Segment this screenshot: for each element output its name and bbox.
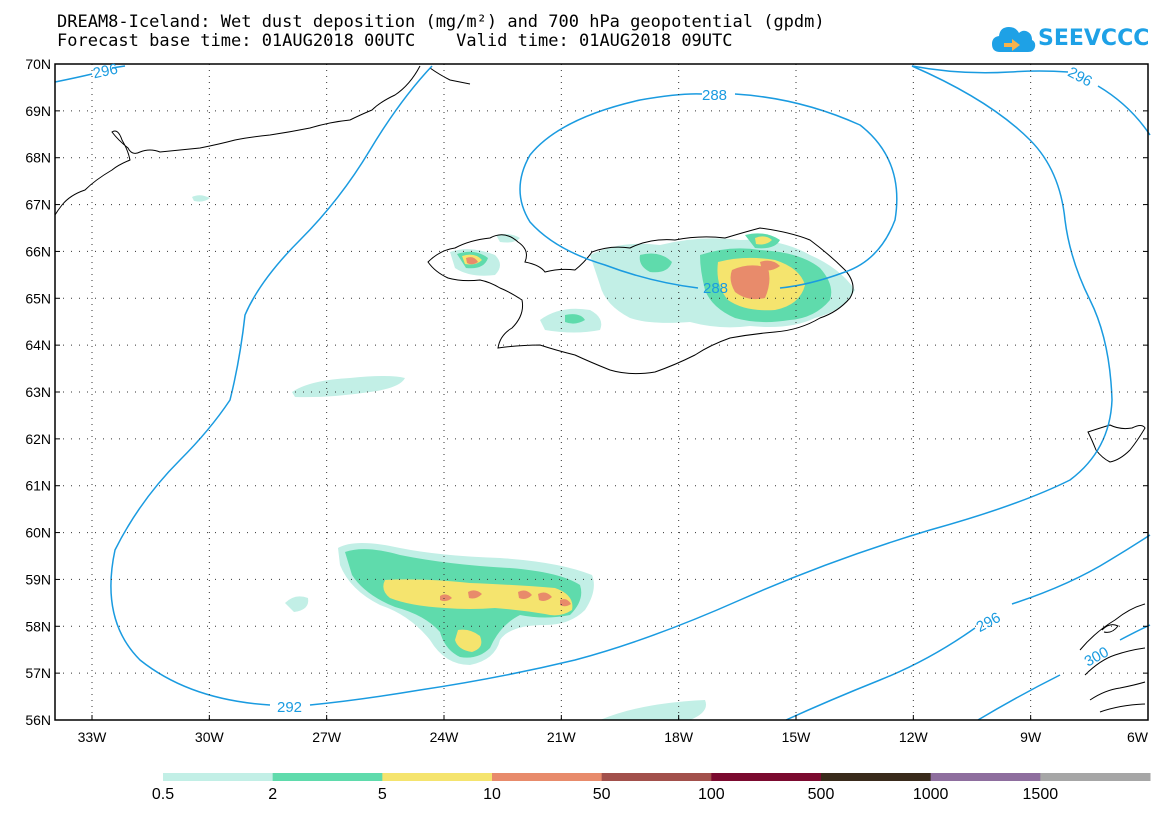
contour-label: 296 [973, 609, 1003, 636]
contour-label: 292 [277, 699, 302, 716]
longitude-label: 24W [430, 729, 460, 745]
latitude-label: 60N [25, 525, 51, 541]
longitude-label: 27W [312, 729, 342, 745]
deposition-area-orange [560, 599, 571, 607]
deposition-area-yellow [755, 236, 772, 245]
contour-label: 296 [91, 60, 119, 82]
legend-swatch [1040, 773, 1151, 781]
legend-swatch [492, 773, 603, 781]
deposition-area-light [192, 195, 210, 202]
latitude-label: 65N [25, 290, 51, 306]
contour-label: 296 [1065, 64, 1095, 91]
cloud-icon [992, 27, 1036, 52]
longitude-label: 9W [1020, 729, 1042, 745]
greenland-coast [54, 65, 471, 216]
contour-label: 288 [702, 87, 727, 104]
latitude-label: 63N [25, 384, 51, 400]
deposition-area-orange [760, 260, 780, 271]
latitude-label: 58N [25, 618, 51, 634]
longitude-label: 33W [78, 729, 108, 745]
contour-292 [110, 65, 1113, 706]
legend-label: 500 [808, 786, 835, 803]
longitude-label: 21W [547, 729, 577, 745]
deposition-area-light [285, 596, 309, 612]
seevccc-logo: SEEVCCC [990, 22, 1149, 58]
latitude-label: 61N [25, 478, 51, 494]
contour-288 [519, 93, 898, 289]
faroe-coast [1087, 424, 1146, 463]
longitude-label: 12W [899, 729, 929, 745]
deposition-area-orange [730, 265, 770, 300]
deposition-area-orange [440, 594, 452, 602]
contour-296-se [785, 534, 1151, 721]
latitude-label: 62N [25, 431, 51, 447]
contour-labels: 296 296 288 288 292 296 300 [91, 60, 1111, 716]
latitude-label: 70N [25, 56, 51, 72]
iceland-coast [427, 227, 854, 375]
latitude-label: 69N [25, 103, 51, 119]
geopotential-contours [54, 65, 1151, 721]
longitude-label: 6W [1127, 729, 1149, 745]
legend-label: 50 [593, 786, 611, 803]
deposition-area-light [292, 376, 405, 398]
longitude-label: 15W [782, 729, 812, 745]
logo-text: SEEVCCC [1038, 26, 1150, 51]
deposition-area-yellow [383, 579, 573, 616]
longitude-label: 18W [664, 729, 694, 745]
legend-swatch [821, 773, 932, 781]
latitude-label: 66N [25, 243, 51, 259]
deposition-area-light [600, 700, 706, 720]
latitude-label: 68N [25, 150, 51, 166]
deposition-area-orange [518, 590, 532, 599]
legend-swatch [163, 773, 274, 781]
map-title-line2: Forecast base time: 01AUG2018 00UTC Vali… [57, 31, 733, 51]
color-legend: 0.5 2 5 10 50 100 500 1000 1500 [152, 773, 1151, 803]
longitude-label: 30W [195, 729, 225, 745]
legend-swatch [711, 773, 822, 781]
contour-label: 288 [703, 280, 728, 297]
scotland-coast [1079, 603, 1146, 713]
deposition-area-yellow [455, 629, 482, 652]
latitude-label: 59N [25, 571, 51, 587]
graticule [55, 64, 1148, 720]
longitude-labels: 33W 30W 27W 24W 21W 18W 15W 12W 9W 6W [78, 729, 1149, 745]
contour-296-ne [911, 65, 1151, 136]
legend-swatch [930, 773, 1041, 781]
deposition-area-orange [538, 592, 552, 601]
legend-label: 100 [698, 786, 725, 803]
legend-label: 10 [483, 786, 501, 803]
legend-swatch [272, 773, 383, 781]
deposition-area-orange [468, 590, 482, 599]
coastlines [54, 65, 1146, 713]
legend-label: 5 [378, 786, 387, 803]
contour-label: 300 [1082, 644, 1112, 671]
latitude-label: 67N [25, 197, 51, 213]
deposition-area-green [565, 314, 585, 324]
latitude-label: 56N [25, 712, 51, 728]
legend-label: 2 [268, 786, 277, 803]
axis-ticks [55, 63, 1149, 721]
contour-296-nw [54, 65, 126, 83]
legend-swatch [601, 773, 712, 781]
deposition-shading [192, 195, 855, 720]
legend-swatch [382, 773, 493, 781]
legend-label: 1000 [913, 786, 949, 803]
legend-label: 0.5 [152, 786, 174, 803]
map-title-line1: DREAM8-Iceland: Wet dust deposition (mg/… [57, 12, 825, 32]
latitude-labels: 70N 69N 68N 67N 66N 65N 64N 63N 62N 61N 60N 59N 58N 5… [25, 56, 51, 728]
latitude-label: 57N [25, 665, 51, 681]
deposition-area-orange [466, 257, 478, 265]
latitude-label: 64N [25, 337, 51, 353]
deposition-area-green [639, 253, 672, 273]
legend-label: 1500 [1023, 786, 1059, 803]
deposition-area-light [496, 234, 520, 243]
